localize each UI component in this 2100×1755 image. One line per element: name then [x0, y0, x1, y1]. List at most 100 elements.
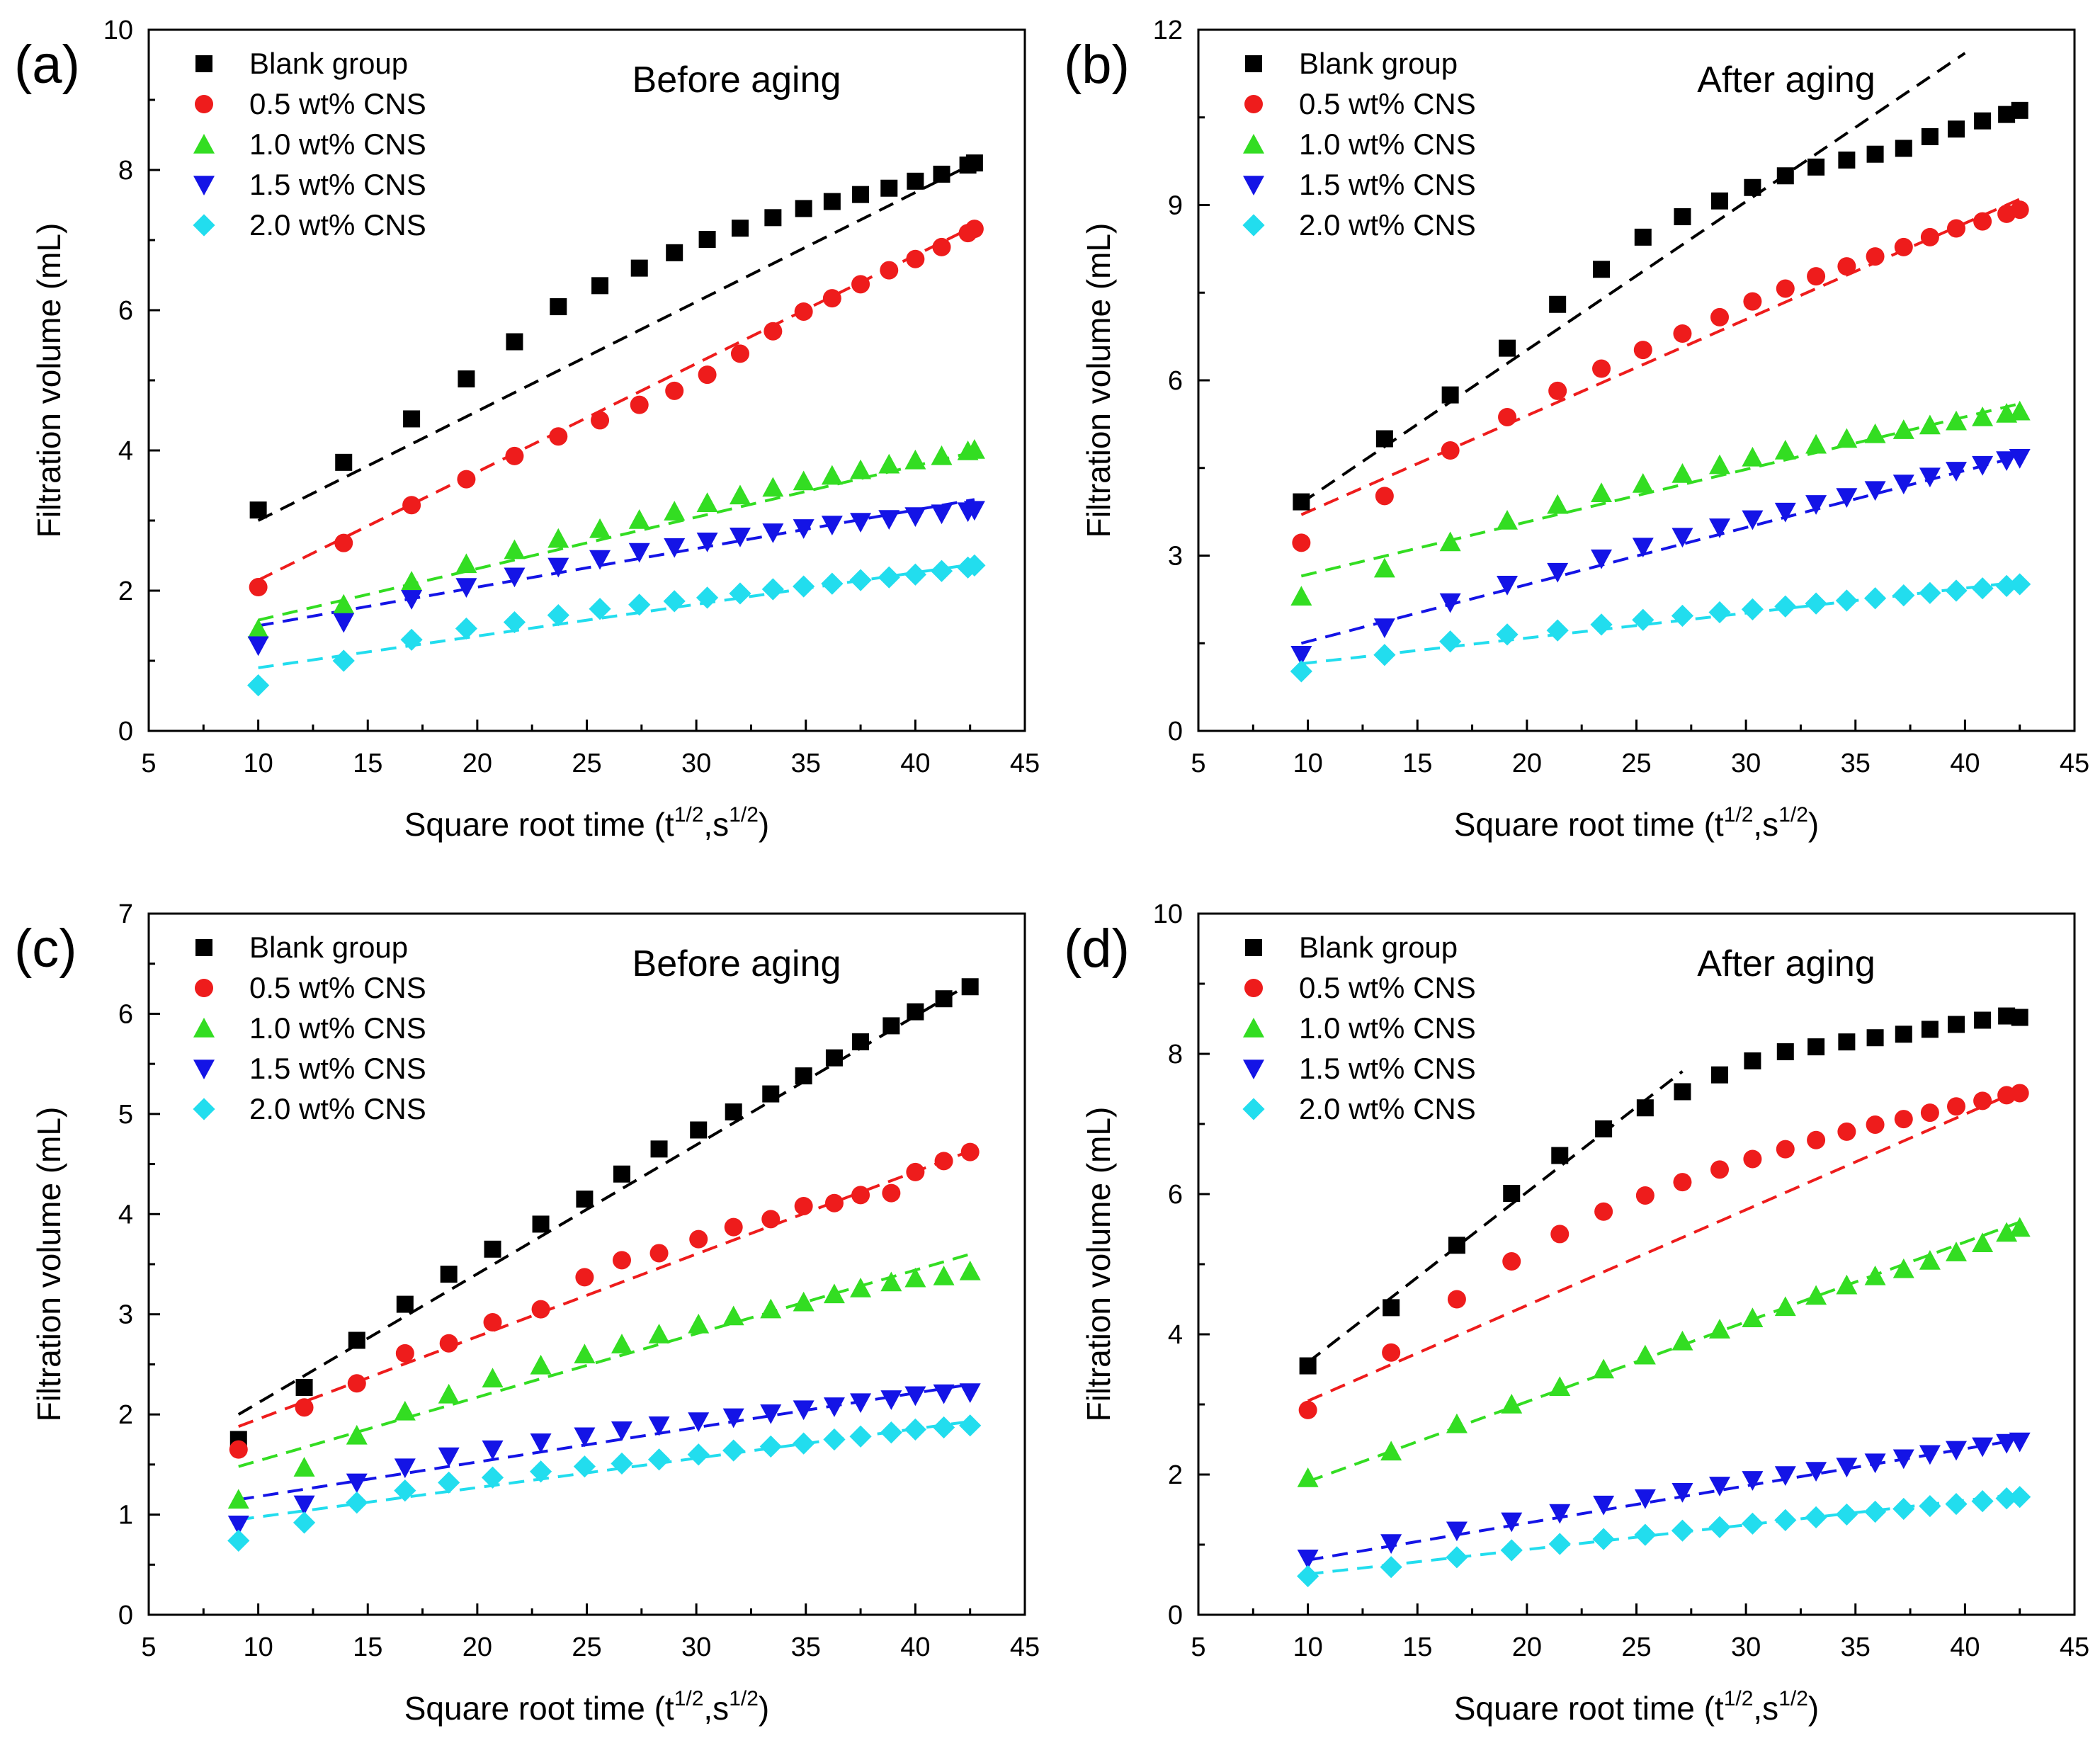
data-point: [1499, 339, 1516, 357]
y-tick-label: 6: [1168, 1180, 1183, 1210]
series-5: [1297, 1486, 2031, 1588]
data-point: [2010, 200, 2029, 220]
data-point: [394, 1458, 416, 1479]
legend-entry: 2.0 wt% CNS: [1299, 1092, 1476, 1125]
x-tick-label: 30: [681, 1632, 711, 1662]
legend-marker: [193, 1060, 215, 1079]
data-point: [689, 1229, 708, 1249]
data-point: [1298, 1400, 1317, 1419]
data-point: [849, 569, 872, 591]
data-point: [1592, 359, 1611, 378]
data-point: [293, 1511, 316, 1534]
data-point: [696, 586, 719, 609]
data-point: [1743, 292, 1762, 311]
data-point: [333, 613, 355, 633]
x-tick-label: 25: [1621, 1632, 1651, 1662]
data-point: [665, 381, 684, 400]
data-point: [1892, 419, 1914, 439]
data-point: [576, 1191, 594, 1208]
data-point: [1892, 1258, 1914, 1278]
x-tick-label: 45: [2060, 1632, 2089, 1662]
data-point: [1919, 1445, 1941, 1465]
data-point: [628, 593, 651, 616]
data-point: [1805, 1285, 1827, 1305]
data-point: [696, 492, 718, 512]
data-point: [1708, 601, 1731, 624]
data-point: [1549, 1504, 1571, 1524]
data-point: [760, 1298, 782, 1319]
data-point: [438, 1471, 460, 1494]
x-tick-label: 25: [1621, 749, 1651, 778]
data-point: [904, 1386, 926, 1407]
data-point: [1920, 1103, 1939, 1123]
data-point: [698, 365, 717, 385]
data-point: [878, 566, 900, 589]
data-point: [764, 209, 782, 227]
series-4: [247, 501, 985, 657]
data-point: [532, 1215, 550, 1233]
data-point: [547, 604, 569, 627]
data-point: [455, 578, 477, 598]
data-point: [698, 231, 716, 249]
x-tick-label: 15: [1402, 1632, 1432, 1662]
data-point: [795, 1067, 812, 1085]
data-point: [1864, 423, 1886, 443]
data-point: [2009, 1432, 2031, 1453]
data-point: [904, 563, 926, 586]
data-point: [573, 1455, 596, 1478]
x-tick-label: 45: [1010, 749, 1040, 778]
x-tick-label: 20: [1512, 749, 1542, 778]
data-point: [484, 1240, 501, 1258]
data-point: [347, 1374, 366, 1393]
data-point: [529, 1460, 552, 1483]
data-point: [761, 1210, 781, 1229]
data-point: [1836, 488, 1858, 508]
data-point: [730, 344, 749, 363]
data-point: [1805, 1462, 1827, 1482]
data-point: [227, 1489, 249, 1509]
legend: Blank group 0.5 wt% CNS 1.0 wt% CNS 1.5 wt%…: [193, 931, 426, 1125]
y-tick-label: 10: [1153, 899, 1183, 929]
series-3: [247, 439, 985, 639]
data-point: [1447, 1290, 1466, 1309]
data-point: [482, 1368, 504, 1387]
panel-label: (d): [1064, 919, 1130, 979]
series-1: [249, 154, 983, 519]
data-point: [1595, 1120, 1613, 1137]
data-point: [821, 516, 843, 535]
data-point: [1548, 1533, 1571, 1555]
y-tick-label: 9: [1168, 191, 1183, 221]
data-point: [722, 1305, 744, 1326]
data-point: [401, 590, 423, 610]
data-point: [1550, 1225, 1570, 1244]
data-point: [762, 523, 784, 543]
data-point: [795, 200, 812, 217]
legend-marker: [1244, 979, 1263, 997]
data-point: [483, 1313, 502, 1332]
x-tick-label: 35: [1841, 749, 1871, 778]
data-point: [1373, 557, 1395, 578]
data-point: [1744, 178, 1761, 196]
data-point: [395, 1344, 414, 1363]
data-point: [1446, 1413, 1468, 1433]
data-point: [690, 1121, 708, 1139]
data-point: [1805, 433, 1827, 454]
data-point: [823, 193, 841, 210]
data-point: [1592, 1528, 1615, 1550]
data-point: [878, 510, 900, 530]
data-point: [821, 572, 844, 595]
x-tick-label: 35: [791, 1632, 821, 1662]
legend-entry: 1.0 wt% CNS: [249, 1011, 426, 1045]
data-point: [794, 1196, 813, 1215]
data-point: [1995, 574, 2018, 597]
data-point: [504, 539, 526, 560]
data-point: [1805, 592, 1827, 615]
data-point: [722, 1439, 745, 1462]
data-point: [793, 519, 815, 539]
y-tick-label: 3: [118, 1300, 133, 1330]
data-point: [1864, 1265, 1886, 1285]
data-point: [724, 1217, 743, 1237]
data-point: [1673, 324, 1692, 343]
data-point: [1671, 604, 1694, 627]
